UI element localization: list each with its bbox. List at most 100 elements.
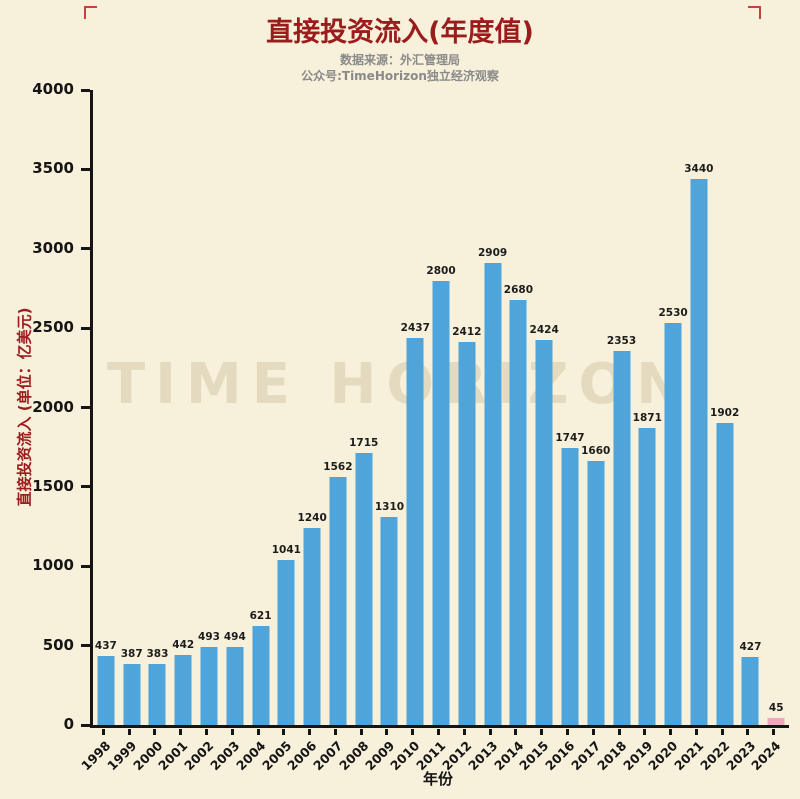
bar-value-label-2000: 383 (146, 648, 169, 661)
bar-value-label-2021: 3440 (684, 162, 714, 175)
y-tick-mark-3500 (81, 167, 90, 171)
corner-decoration-top-left (84, 6, 97, 19)
y-tick-mark-500 (81, 644, 90, 648)
bar-2012[interactable] (458, 342, 476, 725)
bar-value-label-2011: 2800 (426, 264, 456, 277)
bar-value-label-1999: 387 (120, 647, 143, 660)
x-tick-2009: 2009 (362, 729, 400, 774)
bar-2007[interactable] (329, 477, 347, 725)
bar-slot-2018: 2353 (606, 90, 637, 725)
bar-2010[interactable] (406, 338, 424, 725)
bar-2005[interactable] (277, 559, 295, 725)
bar-slot-2020: 2530 (658, 90, 688, 725)
chart-subtitle-account: 公众号:TimeHorizon独立经济观察 (301, 69, 499, 83)
watermark-text: TIME HORIZON (106, 352, 694, 417)
x-tick-1998: 1998 (78, 729, 116, 774)
bar-2017[interactable] (587, 461, 605, 725)
bar-value-label-2018: 2353 (606, 335, 637, 348)
bar-2019[interactable] (638, 427, 656, 725)
y-tick-mark-3000 (81, 247, 90, 251)
bar-2004[interactable] (252, 626, 270, 725)
bar-value-label-2010: 2437 (400, 322, 430, 335)
x-axis: 1998 1999 2000 2001 2002 2003 2004 2005 2006 2007… (78, 729, 786, 774)
y-tick-mark-1500 (81, 485, 90, 489)
y-tick-label-3000: 3000 (32, 238, 74, 257)
bar-2009[interactable] (380, 517, 398, 725)
bar-2022[interactable] (716, 423, 734, 725)
bar-slot-2015: 2424 (530, 90, 559, 725)
x-tick-2007: 2007 (310, 729, 348, 774)
bar-slot-2001: 442 (170, 90, 196, 725)
bar-value-label-2001: 442 (172, 638, 195, 651)
bar-2011[interactable] (432, 280, 450, 725)
bar-2013[interactable] (484, 263, 502, 725)
bar-2016[interactable] (561, 447, 579, 725)
y-axis: 0 500 1000 1500 2000 2500 3000 3500 4000 (0, 80, 90, 733)
x-tick-2020: 2020 (645, 729, 683, 774)
bar-2014[interactable] (509, 299, 527, 725)
bar-slot-2004: 621 (248, 90, 274, 725)
bar-1998[interactable] (97, 655, 115, 725)
bar-2000[interactable] (148, 664, 166, 725)
x-tick-2019: 2019 (620, 729, 657, 774)
x-tick-2018: 2018 (594, 729, 632, 774)
corner-decoration-top-right (748, 6, 761, 19)
bar-value-label-2016: 1747 (555, 431, 585, 444)
bar-slot-2002: 493 (196, 90, 222, 725)
bar-value-label-2007: 1562 (323, 461, 353, 474)
bar-value-label-2012: 2412 (452, 326, 482, 339)
bar-2008[interactable] (355, 452, 373, 725)
bar-2021[interactable] (690, 178, 708, 725)
x-tick-2006: 2006 (285, 729, 322, 774)
bar-2020[interactable] (664, 323, 682, 725)
bar-slot-2005: 1041 (272, 90, 301, 725)
bar-value-label-2019: 1871 (632, 411, 662, 424)
x-tick-2002: 2002 (181, 729, 219, 774)
bar-value-label-2014: 2680 (503, 283, 534, 296)
bar-series: 437 387 383 442 493 494 621 1041 1240 1562 1715 131… (93, 90, 789, 725)
bar-slot-2006: 1240 (298, 90, 327, 725)
bar-1999[interactable] (123, 663, 141, 725)
plot-area: 437 387 383 442 493 494 621 1041 1240 1562 1715 131… (90, 90, 789, 728)
bar-value-label-2020: 2530 (658, 307, 688, 320)
chart-subtitle-source: 数据来源：外汇管理局 (339, 53, 460, 67)
x-tick-1999: 1999 (104, 729, 142, 774)
x-tick-2005: 2005 (259, 729, 296, 774)
x-tick-2016: 2016 (542, 729, 580, 774)
bar-2024[interactable] (767, 717, 785, 725)
bar-2023[interactable] (741, 657, 759, 725)
y-tick-mark-4000 (81, 88, 90, 92)
bar-value-label-2017: 1660 (581, 445, 611, 458)
bar-2006[interactable] (303, 528, 321, 725)
bar-slot-2021: 3440 (684, 90, 714, 725)
bar-value-label-1998: 437 (94, 639, 117, 652)
y-tick-label-1000: 1000 (32, 556, 74, 575)
bar-slot-2019: 1871 (632, 90, 662, 725)
x-tick-2014: 2014 (491, 729, 529, 774)
bar-slot-1999: 387 (119, 90, 145, 725)
bar-2018[interactable] (613, 351, 631, 725)
bar-slot-2023: 427 (738, 90, 764, 725)
bar-slot-2012: 2412 (452, 90, 482, 725)
bar-slot-2011: 2800 (426, 90, 456, 725)
bar-slot-2000: 383 (145, 90, 171, 725)
x-tick-2017: 2017 (568, 729, 606, 774)
bar-2003[interactable] (226, 646, 244, 725)
x-tick-2008: 2008 (336, 729, 374, 774)
y-tick-mark-2500 (81, 326, 90, 330)
bar-value-label-2024: 45 (768, 701, 784, 714)
x-tick-2011: 2011 (413, 729, 451, 774)
bar-2002[interactable] (200, 646, 218, 725)
x-tick-2023: 2023 (723, 729, 761, 774)
bar-2015[interactable] (535, 340, 553, 725)
bar-2001[interactable] (174, 654, 192, 725)
bar-slot-2013: 2909 (478, 90, 507, 725)
x-tick-2024: 2024 (749, 729, 786, 774)
x-axis-label: 年份 (422, 770, 453, 788)
y-tick-label-1500: 1500 (32, 476, 74, 495)
x-tick-2000: 2000 (130, 729, 168, 774)
bar-slot-2008: 1715 (349, 90, 378, 725)
bar-slot-2022: 1902 (710, 90, 739, 725)
x-tick-2004: 2004 (233, 729, 271, 774)
x-tick-2001: 2001 (156, 729, 193, 774)
